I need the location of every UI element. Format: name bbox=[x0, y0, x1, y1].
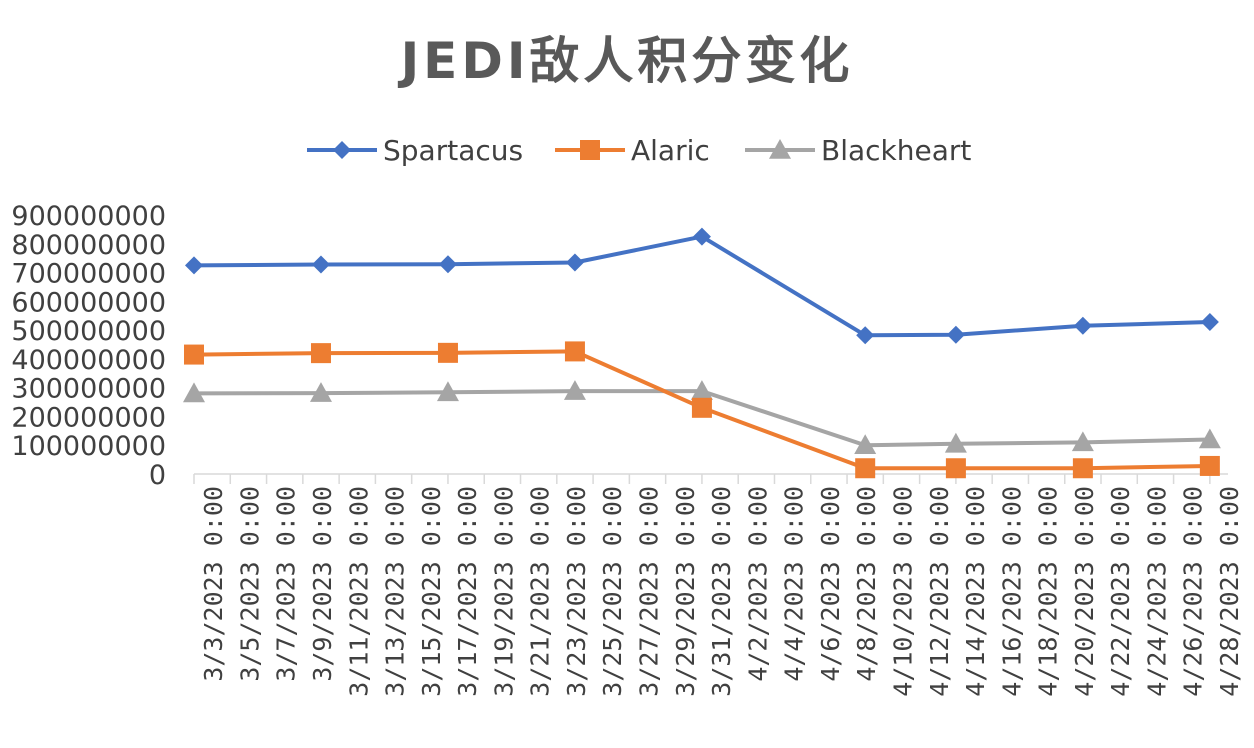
chart-legend: Spartacus Alaric Blackheart bbox=[307, 134, 971, 167]
y-tick-label: 100000000 bbox=[11, 431, 166, 462]
legend-marker-spartacus bbox=[333, 141, 351, 159]
data-point-blackheart bbox=[690, 380, 713, 400]
x-tick-label: 4/8/2023 0:00 bbox=[852, 486, 881, 682]
x-tick-label: 4/18/2023 0:00 bbox=[1034, 486, 1063, 697]
data-point-alaric bbox=[945, 458, 966, 479]
series-blackheart bbox=[183, 380, 1221, 455]
x-tick-label: 3/23/2023 0:00 bbox=[562, 486, 591, 697]
legend-item-alaric: Alaric bbox=[555, 134, 710, 167]
data-point-spartacus bbox=[438, 255, 457, 274]
x-tick-label: 3/19/2023 0:00 bbox=[489, 486, 518, 697]
data-point-alaric bbox=[1072, 458, 1093, 479]
x-tick-label: 3/7/2023 0:00 bbox=[272, 486, 301, 682]
data-point-blackheart bbox=[309, 382, 332, 402]
x-tick-label: 3/27/2023 0:00 bbox=[635, 486, 664, 697]
legend-item-blackheart: Blackheart bbox=[745, 134, 971, 167]
data-point-spartacus bbox=[1200, 313, 1219, 332]
chart-title: JEDI敌人积分变化 bbox=[398, 32, 854, 90]
x-tick-label: 4/22/2023 0:00 bbox=[1106, 486, 1135, 697]
y-tick-label: 0 bbox=[149, 460, 166, 491]
data-point-blackheart bbox=[1198, 428, 1221, 449]
data-point-alaric bbox=[564, 341, 585, 362]
data-point-alaric bbox=[691, 397, 712, 418]
x-tick-label: 3/9/2023 0:00 bbox=[308, 486, 337, 682]
data-point-alaric bbox=[1199, 455, 1220, 476]
x-tick-label: 3/29/2023 0:00 bbox=[671, 486, 700, 697]
series-layer bbox=[183, 227, 1221, 479]
data-point-alaric bbox=[437, 342, 458, 363]
x-tick-label: 4/26/2023 0:00 bbox=[1179, 486, 1208, 697]
legend-marker-alaric bbox=[580, 140, 600, 160]
data-point-spartacus bbox=[946, 325, 965, 344]
data-point-blackheart bbox=[854, 434, 877, 455]
data-point-spartacus bbox=[1073, 316, 1092, 335]
x-axis: 3/3/2023 0:00 3/5/2023 0:00 3/7/2023 0:00 3… bbox=[193, 473, 1244, 697]
data-point-spartacus bbox=[856, 326, 875, 345]
y-tick-label: 400000000 bbox=[11, 345, 166, 376]
legend-marker-blackheart bbox=[769, 139, 791, 159]
x-tick-label: 4/4/2023 0:00 bbox=[780, 486, 809, 682]
x-tick-label: 3/11/2023 0:00 bbox=[344, 486, 373, 697]
y-tick-label: 500000000 bbox=[11, 316, 166, 347]
x-tick-label: 4/28/2023 0:00 bbox=[1215, 486, 1244, 697]
x-tick-label: 4/14/2023 0:00 bbox=[961, 486, 990, 697]
data-point-blackheart bbox=[436, 381, 459, 402]
x-tick-label: 4/24/2023 0:00 bbox=[1142, 486, 1171, 697]
series-line-spartacus bbox=[192, 234, 1212, 338]
data-point-spartacus bbox=[692, 227, 711, 246]
data-point-spartacus bbox=[185, 256, 203, 275]
y-tick-label: 700000000 bbox=[11, 259, 166, 290]
x-tick-label: 4/6/2023 0:00 bbox=[816, 486, 845, 682]
y-tick-label: 300000000 bbox=[11, 374, 166, 405]
data-point-blackheart bbox=[183, 382, 205, 403]
legend-label-spartacus: Spartacus bbox=[383, 134, 523, 167]
x-tick-label: 3/3/2023 0:00 bbox=[199, 486, 228, 682]
y-tick-label: 800000000 bbox=[11, 230, 166, 261]
data-point-alaric bbox=[855, 458, 876, 479]
data-point-alaric bbox=[184, 344, 204, 365]
x-tick-label: 3/21/2023 0:00 bbox=[526, 486, 555, 697]
x-tick-label: 4/12/2023 0:00 bbox=[925, 486, 954, 697]
data-point-spartacus bbox=[311, 255, 330, 274]
x-tick-label: 3/31/2023 0:00 bbox=[707, 486, 736, 697]
data-point-spartacus bbox=[565, 253, 584, 272]
x-tick-label: 4/2/2023 0:00 bbox=[743, 486, 772, 682]
series-alaric bbox=[184, 341, 1220, 479]
y-tick-label: 900000000 bbox=[11, 201, 166, 232]
data-point-blackheart bbox=[1071, 431, 1094, 452]
x-tick-label: 3/13/2023 0:00 bbox=[381, 486, 410, 697]
x-tick-label: 3/25/2023 0:00 bbox=[598, 486, 627, 697]
data-point-blackheart bbox=[563, 380, 586, 400]
data-point-alaric bbox=[310, 343, 331, 364]
y-axis: 0100000000200000000300000000400000000500… bbox=[11, 201, 166, 491]
legend-item-spartacus: Spartacus bbox=[307, 134, 523, 167]
x-tick-label: 3/15/2023 0:00 bbox=[417, 486, 446, 697]
x-tick-label: 3/17/2023 0:00 bbox=[453, 486, 482, 697]
x-tick-label: 4/20/2023 0:00 bbox=[1070, 486, 1099, 697]
x-tick-label: 4/10/2023 0:00 bbox=[888, 486, 917, 697]
data-point-blackheart bbox=[944, 432, 967, 453]
y-tick-label: 600000000 bbox=[11, 287, 166, 318]
legend-label-blackheart: Blackheart bbox=[821, 134, 971, 167]
x-tick-label: 4/16/2023 0:00 bbox=[997, 486, 1026, 697]
y-tick-label: 200000000 bbox=[11, 402, 166, 433]
series-spartacus bbox=[185, 227, 1219, 345]
legend-label-alaric: Alaric bbox=[631, 134, 710, 167]
x-tick-label: 3/5/2023 0:00 bbox=[235, 486, 264, 682]
